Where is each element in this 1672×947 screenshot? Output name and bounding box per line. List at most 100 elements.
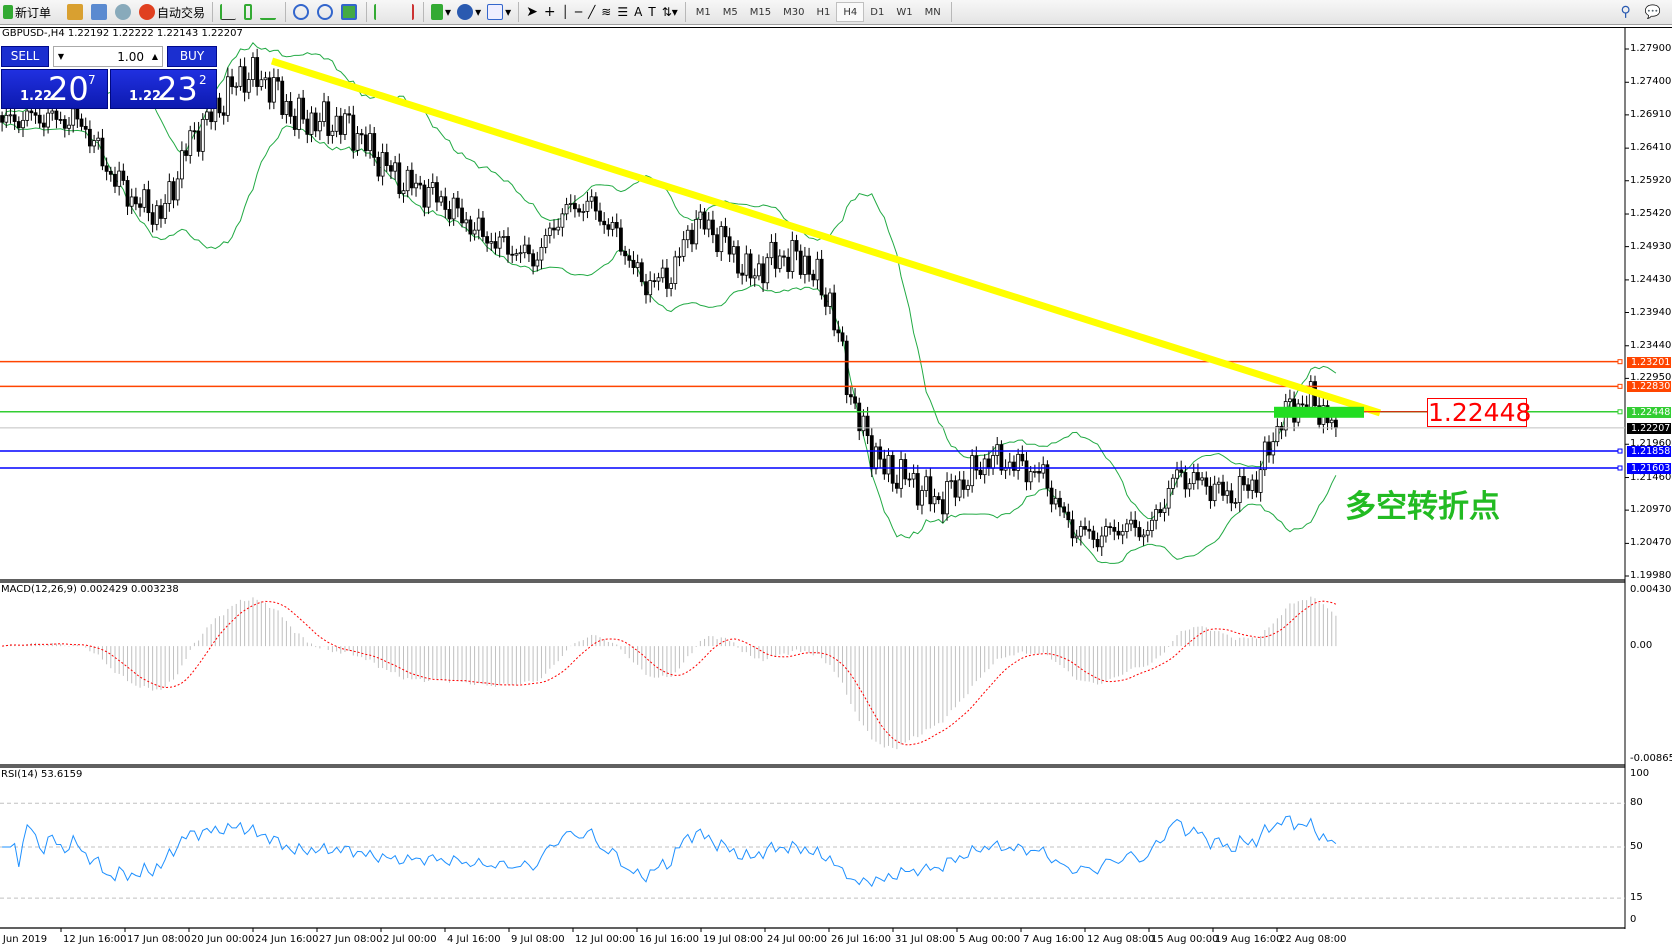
- trendline-icon: ╱: [588, 5, 596, 19]
- timeframe-m15[interactable]: M15: [749, 6, 772, 18]
- candle: [527, 244, 531, 255]
- candle: [288, 100, 293, 117]
- candle: [317, 121, 322, 132]
- signals-button[interactable]: [112, 1, 136, 23]
- autoscroll-icon: [374, 4, 390, 20]
- history-button[interactable]: [64, 1, 88, 23]
- tile-windows-button[interactable]: [338, 1, 362, 23]
- timeframe-d1[interactable]: D1: [870, 6, 885, 18]
- horizontal-line-button[interactable]: ─: [572, 1, 585, 23]
- candle: [573, 203, 577, 210]
- candle: [1058, 497, 1062, 508]
- candle: [894, 482, 899, 489]
- timeframe-h1[interactable]: H1: [816, 6, 831, 18]
- bar-chart-button[interactable]: [217, 1, 241, 23]
- chart-shift-icon: [398, 4, 415, 20]
- rsi-axis-label: 100: [1630, 768, 1650, 779]
- timeframe-m5[interactable]: M5: [722, 6, 738, 18]
- autoscroll-button[interactable]: [371, 1, 395, 23]
- new-order-button[interactable]: 新订单: [0, 1, 54, 23]
- fibonacci-button[interactable]: ≋: [598, 1, 614, 23]
- candle: [665, 267, 669, 289]
- price-axis-label: 1.27400: [1630, 76, 1672, 88]
- line-chart-button[interactable]: [257, 1, 281, 23]
- candle: [928, 476, 933, 505]
- candle: [276, 77, 280, 82]
- candle: [940, 499, 945, 515]
- text-label-button[interactable]: T: [645, 1, 658, 23]
- candlestick-button[interactable]: [241, 1, 257, 23]
- candle: [765, 257, 770, 284]
- candle: [1108, 526, 1113, 529]
- candle: [460, 207, 464, 224]
- sell-button[interactable]: SELL: [1, 46, 49, 67]
- candle: [848, 394, 853, 398]
- candle: [1196, 472, 1200, 481]
- templates-button[interactable]: ▾: [484, 1, 514, 23]
- reversal-point-annotation[interactable]: 多空转折点: [1345, 489, 1500, 525]
- time-axis-label: 24 Jul 00:00: [767, 934, 827, 945]
- chart-canvas[interactable]: [0, 27, 1672, 947]
- ask-pips: 23: [157, 70, 198, 108]
- timeframe-m1[interactable]: M1: [695, 6, 711, 18]
- candle: [1179, 469, 1184, 473]
- lot-size-value[interactable]: 1.00: [117, 49, 144, 64]
- candle: [435, 182, 439, 203]
- candle: [485, 236, 490, 244]
- timeframe-m30[interactable]: M30: [783, 6, 805, 18]
- periods-button[interactable]: ▾: [454, 1, 484, 23]
- price-axis-label: 1.24430: [1630, 273, 1672, 285]
- crosshair-button[interactable]: +: [541, 1, 559, 23]
- zoom-out-button[interactable]: [314, 1, 338, 23]
- candle: [1267, 441, 1271, 456]
- candle: [1016, 453, 1021, 471]
- lot-decrease-button[interactable]: ▼: [57, 52, 65, 61]
- indicators-icon: [431, 4, 444, 20]
- candle: [401, 190, 406, 194]
- buy-button[interactable]: BUY: [167, 46, 217, 67]
- ask-price-button[interactable]: 1.22 23 2: [110, 69, 217, 109]
- fibo-fan-button[interactable]: ☰: [614, 1, 631, 23]
- templates-icon: [487, 4, 504, 20]
- chart-shift-button[interactable]: [395, 1, 419, 23]
- candle: [522, 244, 527, 254]
- trendline-button[interactable]: ╱: [585, 1, 598, 23]
- candle: [79, 118, 84, 127]
- separator: [950, 2, 952, 22]
- vertical-line-button[interactable]: │: [559, 1, 572, 23]
- bid-price-button[interactable]: 1.22 20 7: [1, 69, 108, 109]
- candle: [359, 133, 364, 136]
- price-annotation-label[interactable]: 1.22448: [1427, 398, 1532, 427]
- lot-increase-button[interactable]: ▲: [151, 52, 159, 61]
- chart-window[interactable]: GBPUSD-,H4 1.22192 1.22222 1.22143 1.222…: [0, 27, 1672, 947]
- candle: [652, 280, 657, 283]
- terminal-button[interactable]: [88, 1, 112, 23]
- candle: [146, 189, 151, 214]
- candle: [744, 253, 749, 276]
- candle: [836, 329, 841, 334]
- time-axis-label: 20 Jun 00:00: [191, 934, 255, 945]
- lot-size-input[interactable]: ▼ 1.00 ▲: [53, 46, 163, 67]
- time-axis-label: 12 Jun 16:00: [63, 934, 127, 945]
- price-axis-label: 1.25420: [1630, 208, 1672, 220]
- candle: [1200, 477, 1205, 481]
- candle: [761, 263, 765, 284]
- timeframe-h4[interactable]: H4: [836, 2, 865, 22]
- search-button[interactable]: ⚲: [1618, 1, 1634, 23]
- tile-windows-icon: [341, 4, 358, 20]
- bar-chart-icon: [220, 4, 237, 20]
- timeframe-w1[interactable]: W1: [896, 6, 913, 18]
- candle: [67, 124, 71, 129]
- zoom-in-button[interactable]: [290, 1, 314, 23]
- timeframe-mn[interactable]: MN: [924, 6, 941, 18]
- autotrading-button[interactable]: 自动交易: [136, 1, 208, 23]
- arrows-button[interactable]: ⇅▾: [659, 1, 681, 23]
- candle: [50, 110, 55, 114]
- text-button[interactable]: A: [631, 1, 645, 23]
- candle: [598, 210, 602, 222]
- chat-button[interactable]: 💬: [1642, 1, 1664, 23]
- indicators-button[interactable]: ▾: [428, 1, 454, 23]
- candle: [886, 455, 891, 475]
- cursor-button[interactable]: ➤: [523, 1, 541, 23]
- separator: [518, 2, 520, 22]
